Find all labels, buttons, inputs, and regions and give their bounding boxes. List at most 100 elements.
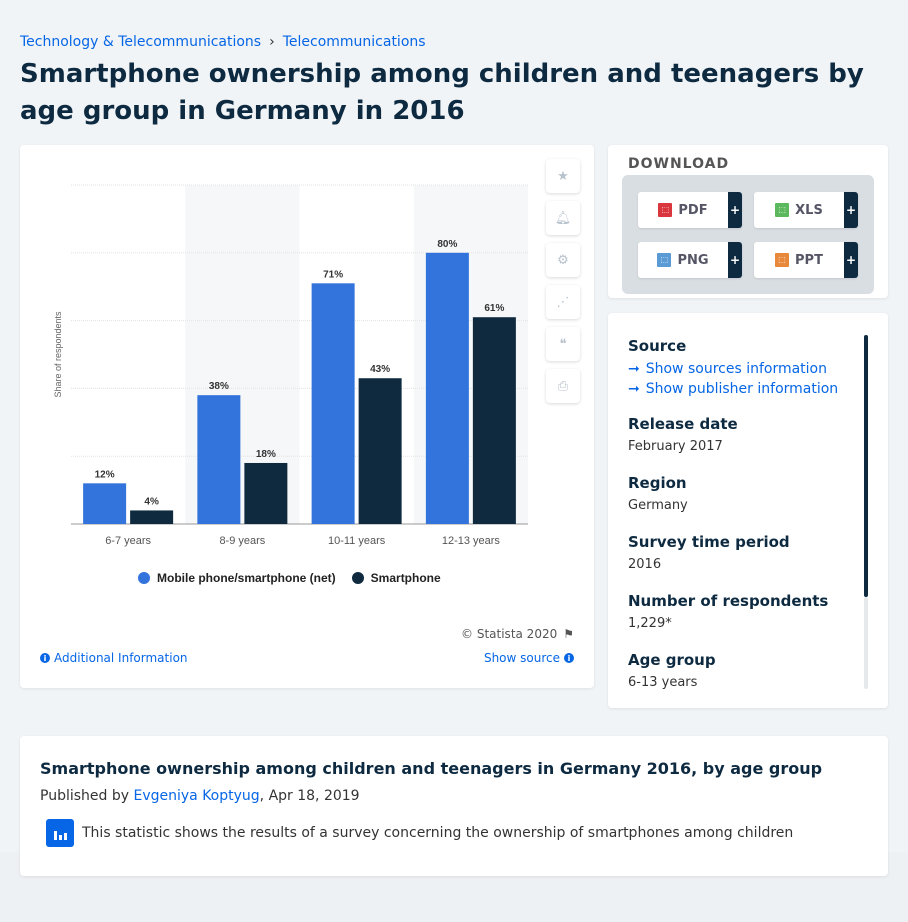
age-group-label: Age group bbox=[628, 651, 716, 669]
pdf-file-icon: ⬚ bbox=[658, 203, 673, 217]
release-date-label: Release date bbox=[628, 415, 738, 433]
png-plus-button[interactable]: + bbox=[728, 242, 742, 278]
bell-icon[interactable]: 🔔︎ bbox=[546, 201, 580, 235]
xls-plus-button[interactable]: + bbox=[844, 192, 858, 228]
respondents-value: 1,229* bbox=[628, 616, 672, 631]
x-tick-label: 12-13 years bbox=[442, 535, 501, 547]
show-publisher-link[interactable]: ➞ Show publisher information bbox=[628, 381, 858, 397]
quote-icon[interactable]: ❝ bbox=[546, 327, 580, 361]
statistic-icon bbox=[46, 819, 74, 847]
published-prefix: Published by bbox=[40, 788, 130, 804]
survey-period-label: Survey time period bbox=[628, 533, 790, 551]
copyright-text: © Statista 2020 bbox=[461, 627, 558, 641]
copyright: © Statista 2020 ⚑ bbox=[461, 627, 574, 641]
x-tick-label: 6-7 years bbox=[105, 535, 151, 547]
bar-smartphone bbox=[244, 462, 288, 524]
region-value: Germany bbox=[628, 498, 688, 513]
metadata-card: Source ➞ Show sources information ➞ Show p… bbox=[608, 313, 888, 708]
ppt-plus-button[interactable]: + bbox=[844, 242, 858, 278]
bar-mobile bbox=[197, 395, 241, 524]
ppt-label: PPT bbox=[795, 252, 823, 268]
metadata-list: Source ➞ Show sources information ➞ Show p… bbox=[628, 337, 858, 690]
legend-item-mobile[interactable]: Mobile phone/smartphone (net) bbox=[138, 571, 336, 585]
xls-file-icon: ⬚ bbox=[775, 203, 790, 217]
survey-period-value: 2016 bbox=[628, 557, 662, 572]
chart-toolbar: ★ 🔔︎ ⚙ ⋰ ❝ ⎙ bbox=[546, 159, 582, 411]
print-icon[interactable]: ⎙ bbox=[546, 369, 580, 403]
data-label: 18% bbox=[256, 449, 276, 460]
show-source-label: Show source bbox=[483, 651, 560, 665]
show-source-link[interactable]: Show source i bbox=[484, 651, 574, 665]
png-file-icon: ⬚ bbox=[657, 253, 672, 267]
description-title: Smartphone ownership among children and … bbox=[40, 759, 823, 778]
download-ppt-button[interactable]: ⬚ PPT + bbox=[754, 242, 858, 278]
age-group-value: 6-13 years bbox=[628, 675, 698, 690]
breadcrumb: Technology & Telecommunications › Teleco… bbox=[20, 34, 426, 50]
respondents-label: Number of respondents bbox=[628, 592, 829, 610]
published-line: Published by Evgeniya Koptyug, Apr 18, 2… bbox=[40, 788, 360, 804]
arrow-right-icon: ➞ bbox=[628, 361, 640, 377]
data-label: 12% bbox=[95, 469, 115, 480]
data-label: 71% bbox=[323, 269, 343, 280]
ppt-file-icon: ⬚ bbox=[775, 253, 790, 267]
release-date-value: February 2017 bbox=[628, 439, 723, 454]
xls-label: XLS bbox=[795, 202, 823, 218]
data-label: 4% bbox=[144, 496, 159, 507]
additional-information-link[interactable]: i Additional Information bbox=[40, 651, 188, 665]
bar-smartphone bbox=[358, 378, 402, 524]
description-text: This statistic shows the results of a su… bbox=[82, 825, 794, 841]
legend-label-mobile: Mobile phone/smartphone (net) bbox=[157, 571, 336, 585]
scrollbar-thumb[interactable] bbox=[864, 335, 868, 597]
data-label: 38% bbox=[209, 381, 229, 392]
info-icon: i bbox=[564, 653, 574, 663]
breadcrumb-technology[interactable]: Technology & Telecommunications bbox=[20, 34, 262, 50]
published-date: , Apr 18, 2019 bbox=[259, 788, 360, 804]
png-label: PNG bbox=[677, 252, 709, 268]
breadcrumb-telecommunications[interactable]: Telecommunications bbox=[282, 34, 426, 50]
download-png-button[interactable]: ⬚ PNG + bbox=[638, 242, 742, 278]
bar-smartphone bbox=[130, 510, 174, 524]
legend-dot-smartphone bbox=[351, 572, 364, 584]
download-pdf-button[interactable]: ⬚ PDF + bbox=[638, 192, 742, 228]
y-axis-label: Share of respondents bbox=[53, 311, 63, 398]
download-xls-button[interactable]: ⬚ XLS + bbox=[754, 192, 858, 228]
additional-information-label: Additional Information bbox=[54, 651, 188, 665]
bar-smartphone bbox=[472, 317, 516, 524]
show-publisher-label: Show publisher information bbox=[645, 381, 839, 397]
legend-label-smartphone: Smartphone bbox=[370, 571, 441, 585]
page-title: Smartphone ownership among children and … bbox=[20, 59, 864, 126]
data-label: 61% bbox=[484, 303, 504, 314]
info-icon: i bbox=[40, 653, 50, 663]
share-icon[interactable]: ⋰ bbox=[546, 285, 580, 319]
chart-legend: Mobile phone/smartphone (net) Smartphone bbox=[138, 571, 441, 585]
arrow-right-icon: ➞ bbox=[628, 381, 640, 397]
show-sources-link[interactable]: ➞ Show sources information bbox=[628, 361, 858, 377]
pdf-label: PDF bbox=[678, 202, 708, 218]
bar-mobile bbox=[425, 252, 469, 525]
flag-icon[interactable]: ⚑ bbox=[563, 627, 574, 641]
data-label: 80% bbox=[437, 239, 457, 250]
gear-icon[interactable]: ⚙ bbox=[546, 243, 580, 277]
breadcrumb-separator: › bbox=[269, 34, 275, 50]
show-sources-label: Show sources information bbox=[645, 361, 827, 377]
scrollbar-track[interactable] bbox=[864, 597, 868, 689]
author-link[interactable]: Evgeniya Koptyug bbox=[133, 788, 260, 804]
data-label: 43% bbox=[370, 364, 390, 375]
bar-chart: Share of respondents 12% 4% 6-7 years 38% 18%… bbox=[53, 184, 528, 547]
x-tick-label: 8-9 years bbox=[219, 535, 265, 547]
x-tick-label: 10-11 years bbox=[328, 535, 386, 547]
download-box: ⬚ PDF + ⬚ XLS + ⬚ PNG + ⬚ PPT + bbox=[622, 175, 874, 294]
legend-item-smartphone[interactable]: Smartphone bbox=[351, 571, 441, 585]
description-card: Smartphone ownership among children and … bbox=[20, 736, 888, 876]
bar-mobile bbox=[83, 483, 127, 524]
chart-card: Share of respondents 12% 4% 6-7 years 38% 18%… bbox=[20, 145, 594, 688]
star-icon[interactable]: ★ bbox=[546, 159, 580, 193]
legend-dot-mobile bbox=[138, 572, 150, 584]
source-label: Source bbox=[628, 337, 687, 355]
download-title: DOWNLOAD bbox=[628, 156, 730, 172]
metadata-scrollbar[interactable] bbox=[864, 335, 868, 597]
pdf-plus-button[interactable]: + bbox=[728, 192, 742, 228]
bar-mobile bbox=[311, 283, 355, 524]
region-label: Region bbox=[628, 474, 687, 492]
download-card: DOWNLOAD ⬚ PDF + ⬚ XLS + ⬚ PNG + ⬚ PPT + bbox=[608, 145, 888, 298]
